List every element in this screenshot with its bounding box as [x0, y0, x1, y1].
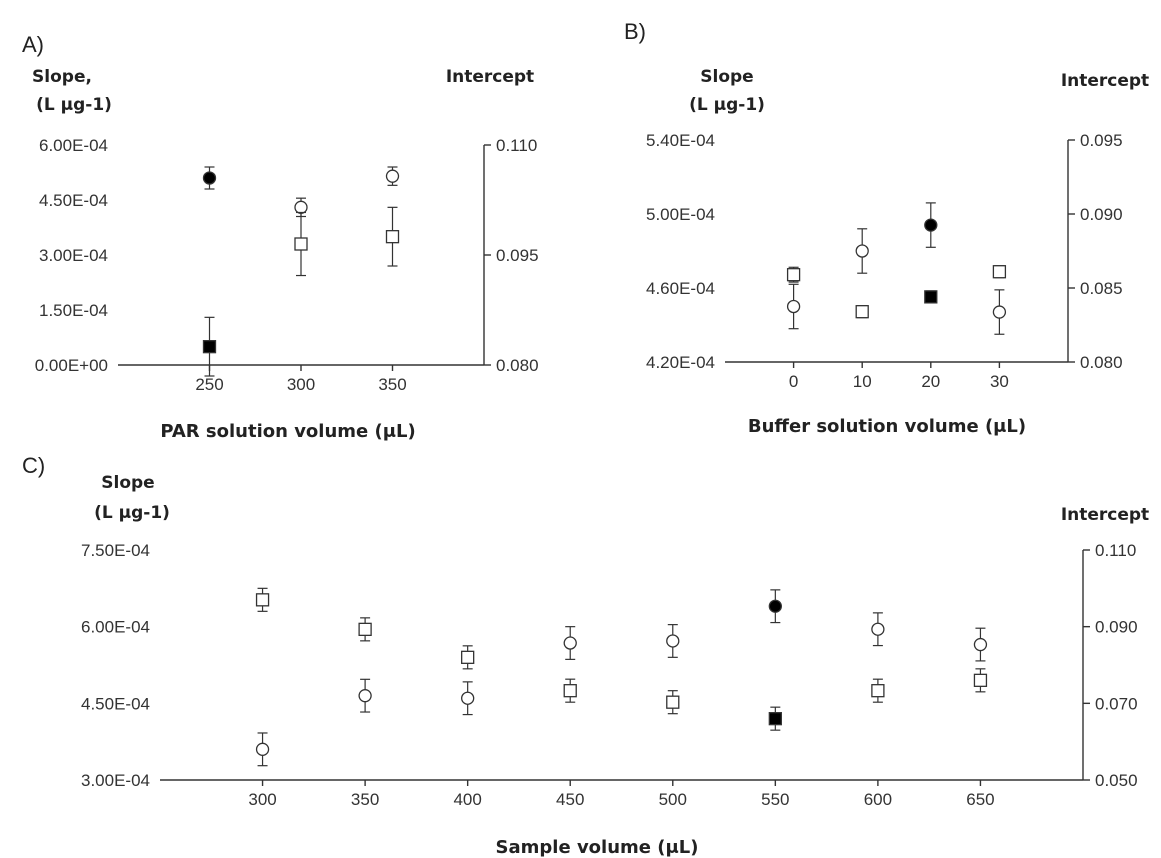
panel-a-ylabel-line1: Slope,: [32, 67, 92, 87]
panel-a-ylabel-line2: (L μg-1): [36, 95, 112, 115]
panel-b-y2-tick-label: 0.080: [1080, 353, 1123, 372]
panel-c-slope-point: [358, 689, 372, 703]
panel-c-intercept-point: [666, 695, 680, 709]
panel-c-x-tick-label: 600: [864, 790, 892, 809]
panel-c-intercept-point: [358, 622, 372, 636]
panel-a-y2-tick-label: 0.095: [496, 246, 539, 265]
panel-b-y2-tick-label: 0.085: [1080, 279, 1123, 298]
panel-b-intercept-point: [992, 265, 1007, 279]
panel-c-y2-tick-label: 0.090: [1095, 618, 1138, 637]
panel-c-plot: 3.00E-04 4.50E-04 6.00E-04 7.50E-04 0.050 0.0…: [81, 541, 1138, 809]
panel-c-ylabel-line1: Slope: [101, 473, 154, 493]
panel-b-x-tick-label: 20: [921, 372, 940, 391]
panel-c-x-tick-label: 650: [966, 790, 994, 809]
panel-b-x-tick-label: 10: [853, 372, 872, 391]
panel-c-y2label: Intercept: [1061, 505, 1149, 525]
panel-a-intercept-point: [202, 340, 217, 354]
panel-c-y-tick-label: 4.50E-04: [81, 694, 150, 713]
panel-c-intercept-point: [461, 650, 475, 664]
panel-c-y-tick-label: 3.00E-04: [81, 771, 150, 790]
panel-c-x-tick-label: 400: [453, 790, 481, 809]
panel-b-ylabel-line2: (L μg-1): [689, 95, 765, 115]
panel-b-y-tick-label: 4.60E-04: [646, 279, 715, 298]
panel-b-y-tick-label: 5.00E-04: [646, 205, 715, 224]
panel-c-intercept-point: [973, 673, 988, 687]
panel-c-intercept-point: [255, 593, 270, 607]
panel-c-label: C): [22, 453, 45, 478]
panel-c-y2-tick-label: 0.070: [1095, 694, 1138, 713]
panel-a-y2label: Intercept: [446, 67, 534, 87]
panel-a-y2-tick-label: 0.080: [496, 356, 539, 375]
panel-a-intercept-point: [294, 237, 308, 251]
panel-c-xlabel: Sample volume (μL): [496, 837, 699, 858]
panel-c-slope-point: [666, 634, 680, 648]
panel-c-slope-point: [563, 636, 577, 650]
panel-c-x-tick-label: 450: [556, 790, 584, 809]
panel-c-slope-point: [768, 599, 782, 613]
panel-c-y-tick-label: 7.50E-04: [81, 541, 150, 560]
panel-a-y-tick-label: 0.00E+00: [35, 356, 108, 375]
panel-a-slope-point: [385, 169, 400, 183]
panel-c-y2-tick-label: 0.050: [1095, 771, 1138, 790]
panel-b-y-tick-label: 4.20E-04: [646, 353, 715, 372]
panel-c-ylabel-line2: (L μg-1): [94, 503, 170, 523]
panel-a-y-tick-label: 3.00E-04: [39, 246, 108, 265]
panel-c-y-tick-label: 6.00E-04: [81, 618, 150, 637]
panel-b-intercept-point: [855, 305, 869, 319]
panel-b-ylabel-line1: Slope: [700, 67, 753, 87]
panel-b-slope-point: [855, 244, 869, 258]
panel-b-intercept-point: [786, 268, 801, 282]
panel-a-intercept-point: [385, 230, 400, 244]
panel-b-label: B): [624, 19, 646, 44]
panel-a-y-tick-label: 6.00E-04: [39, 136, 108, 155]
panel-c-intercept-point: [871, 684, 885, 698]
panel-c-slope-point: [871, 622, 885, 636]
panel-b-slope-point: [786, 299, 801, 314]
panel-a-y-tick-label: 1.50E-04: [39, 301, 108, 320]
panel-b-xlabel: Buffer solution volume (μL): [748, 416, 1026, 437]
panel-b-y2-tick-label: 0.095: [1080, 131, 1123, 150]
panel-a-y2-tick-label: 0.110: [496, 136, 537, 155]
panel-c-slope-point: [461, 691, 475, 705]
panel-b-slope-point: [992, 305, 1007, 319]
panel-a-xlabel: PAR solution volume (μL): [160, 421, 415, 442]
panel-a-label: A): [22, 32, 44, 57]
panel-b-intercept-point: [924, 290, 938, 304]
panel-c-intercept-point: [768, 712, 782, 726]
panel-c-intercept-point: [563, 684, 577, 698]
panel-c-slope-point: [973, 637, 988, 652]
panel-b-y2label: Intercept: [1061, 71, 1149, 91]
panel-c-x-tick-label: 500: [659, 790, 687, 809]
panel-a-slope-point: [202, 171, 217, 185]
panel-b-slope-point: [924, 218, 938, 232]
panel-c-y2-tick-label: 0.110: [1095, 541, 1136, 560]
panel-b-x-tick-label: 0: [789, 372, 798, 391]
panel-c-x-tick-label: 350: [351, 790, 379, 809]
panel-b-y2-tick-label: 0.090: [1080, 205, 1123, 224]
panel-b-x-tick-label: 30: [990, 372, 1009, 391]
panel-a-slope-point: [294, 200, 308, 214]
panel-a-plot: 0.00E+00 1.50E-04 3.00E-04 4.50E-04 6.00E-04…: [35, 136, 539, 394]
panel-b-plot: 4.20E-04 4.60E-04 5.00E-04 5.40E-04 0.080 0.0…: [646, 131, 1123, 391]
panel-c-slope-point: [255, 742, 270, 756]
panel-b-y-tick-label: 5.40E-04: [646, 131, 715, 150]
panel-a-y-tick-label: 4.50E-04: [39, 191, 108, 210]
panel-a-x-tick-label: 250: [195, 375, 223, 394]
panel-c-x-tick-label: 550: [761, 790, 789, 809]
panel-a-x-tick-label: 300: [287, 375, 315, 394]
panel-a-x-tick-label: 350: [378, 375, 406, 394]
panel-c-x-tick-label: 300: [248, 790, 276, 809]
